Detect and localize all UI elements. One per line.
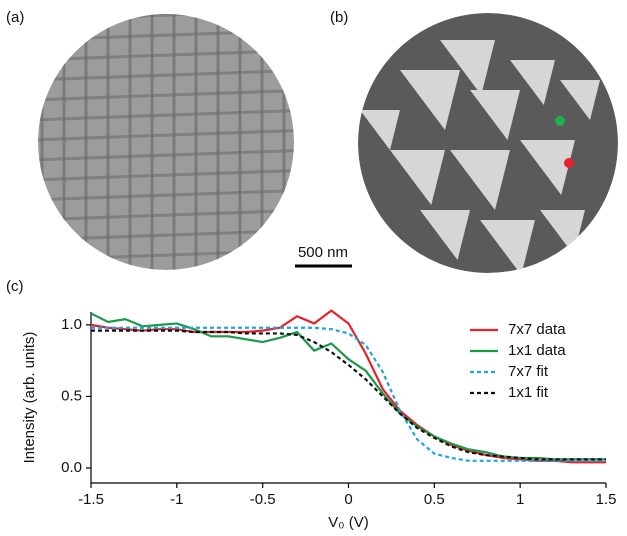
y-tick-label: 0.0 [61, 459, 82, 476]
panel-label: (c) [6, 278, 24, 295]
legend-label: 1x1 fit [508, 384, 549, 401]
x-tick-label: 1 [516, 491, 524, 508]
texture [360, 110, 400, 150]
y-axis-label: Intensity (arb. units) [21, 332, 38, 464]
x-tick-label: 0.5 [424, 491, 445, 508]
legend-label: 1x1 data [508, 342, 566, 359]
texture [400, 70, 460, 130]
microscope-image-b [358, 13, 618, 273]
texture [420, 210, 470, 260]
series-line [90, 309, 606, 464]
texture [510, 60, 555, 105]
legend-label: 7x7 data [508, 321, 566, 338]
x-tick-label: -1 [170, 491, 183, 508]
x-tick-label: -1.5 [78, 491, 104, 508]
y-tick-label: 0.5 [61, 387, 82, 404]
scale-bar-label: 500 nm [298, 244, 348, 261]
series-line [91, 326, 606, 462]
marker-dot [555, 116, 565, 126]
texture [560, 80, 600, 120]
texture [480, 220, 535, 273]
texture [390, 150, 445, 205]
legend-label: 7x7 fit [508, 363, 549, 380]
panel-label: (b) [330, 9, 348, 26]
microscope-image-a [38, 14, 294, 270]
texture [440, 40, 495, 95]
y-tick-label: 1.0 [61, 316, 82, 333]
panel-label: (a) [6, 9, 24, 26]
series-line [91, 329, 606, 461]
texture [470, 90, 520, 140]
texture [38, 268, 294, 270]
x-tick-label: 1.5 [596, 491, 617, 508]
marker-dot [564, 158, 574, 168]
texture [450, 150, 510, 210]
series-line [90, 312, 606, 461]
x-axis-label: V₀ (V) [328, 514, 368, 531]
texture [520, 140, 575, 195]
x-tick-label: -0.5 [250, 491, 276, 508]
x-tick-label: 0 [344, 491, 352, 508]
